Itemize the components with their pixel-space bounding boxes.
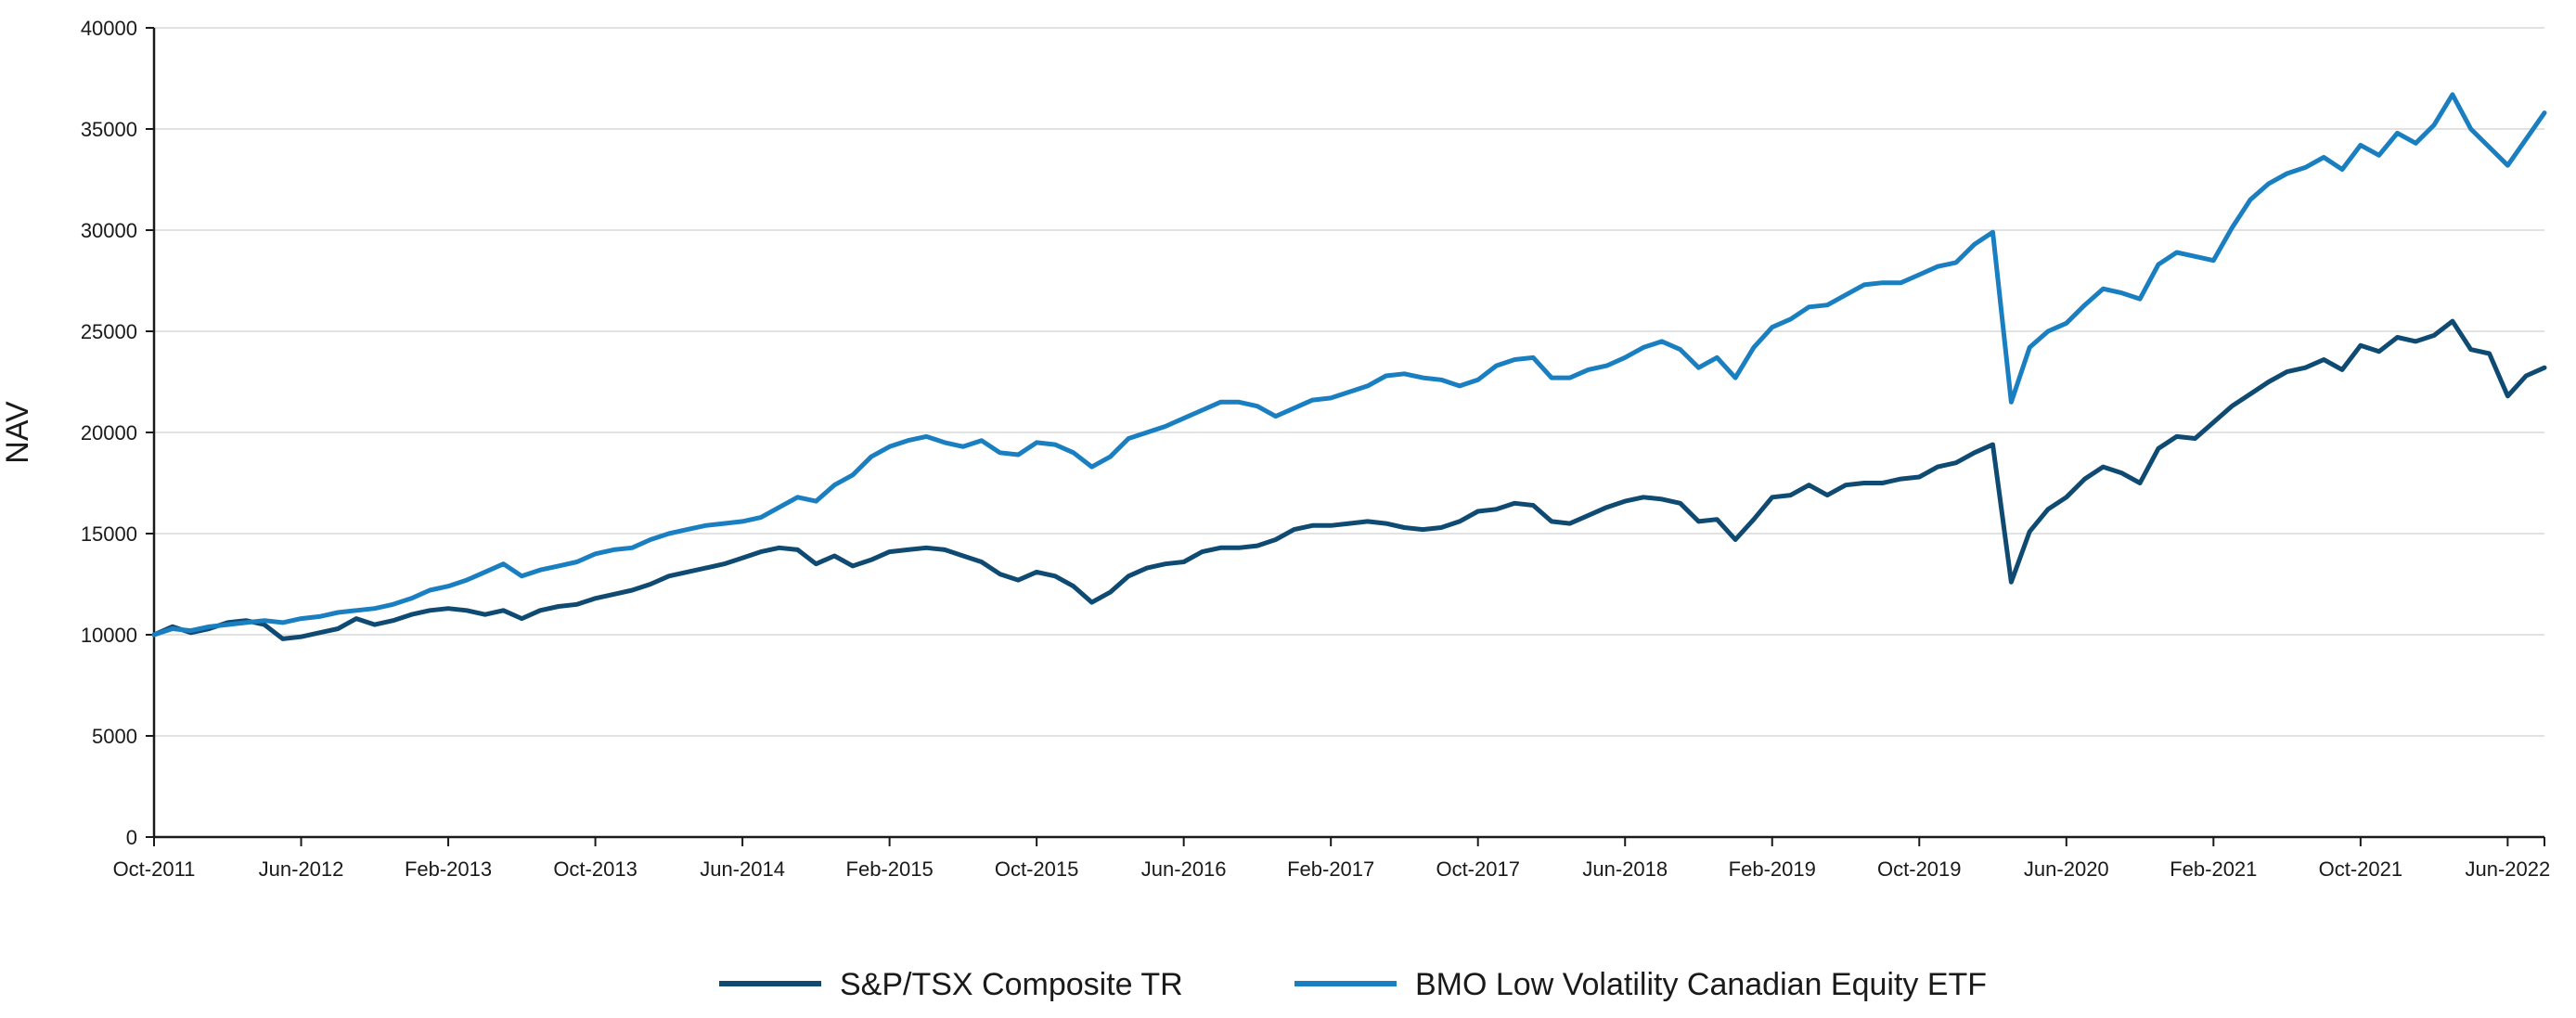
x-tick-label: Jun-2014 xyxy=(700,857,785,881)
y-tick-label: 10000 xyxy=(81,624,137,647)
x-tick-label: Jun-2016 xyxy=(1141,857,1227,881)
legend: S&P/TSX Composite TR BMO Low Volatility C… xyxy=(719,967,1987,1002)
x-tick-label: Feb-2013 xyxy=(405,857,492,881)
legend-label-0: S&P/TSX Composite TR xyxy=(840,967,1183,1002)
x-tick-label: Oct-2017 xyxy=(1436,857,1520,881)
x-tick-label: Jun-2022 xyxy=(2465,857,2550,881)
x-tick-label: Feb-2021 xyxy=(2170,857,2257,881)
y-tick-label: 35000 xyxy=(81,118,137,141)
x-tick-label: Jun-2012 xyxy=(259,857,344,881)
y-tick-label: 15000 xyxy=(81,522,137,546)
x-tick-label: Jun-2018 xyxy=(1582,857,1668,881)
series-line-1 xyxy=(151,92,2547,638)
x-tick-label: Oct-2013 xyxy=(553,857,638,881)
x-tick-label: Oct-2021 xyxy=(2319,857,2403,881)
series-line-0 xyxy=(151,318,2547,641)
x-tick-label: Feb-2017 xyxy=(1287,857,1374,881)
x-tick-label: Oct-2019 xyxy=(1877,857,1962,881)
x-tick-label: Oct-2015 xyxy=(995,857,1079,881)
y-tick-label: 5000 xyxy=(92,725,137,748)
axes xyxy=(146,27,2545,846)
y-tick-label: 30000 xyxy=(81,219,137,242)
y-axis-title: NAV xyxy=(0,401,35,464)
y-tick-label: 20000 xyxy=(81,421,137,445)
y-tick-label: 40000 xyxy=(81,17,137,40)
x-tick-label: Feb-2015 xyxy=(846,857,934,881)
tick-labels: 0 5000 10000 15000 20000 25000 30000 35000 40000… xyxy=(81,17,2550,881)
x-tick-label: Feb-2019 xyxy=(1729,857,1816,881)
x-tick-label: Jun-2020 xyxy=(2024,857,2109,881)
y-tick-label: 0 xyxy=(126,826,137,849)
legend-label-1: BMO Low Volatility Canadian Equity ETF xyxy=(1415,967,1987,1002)
grid-lines xyxy=(154,27,2544,737)
series-lines xyxy=(151,92,2547,641)
y-tick-label: 25000 xyxy=(81,320,137,343)
x-tick-label: Oct-2011 xyxy=(113,857,196,881)
